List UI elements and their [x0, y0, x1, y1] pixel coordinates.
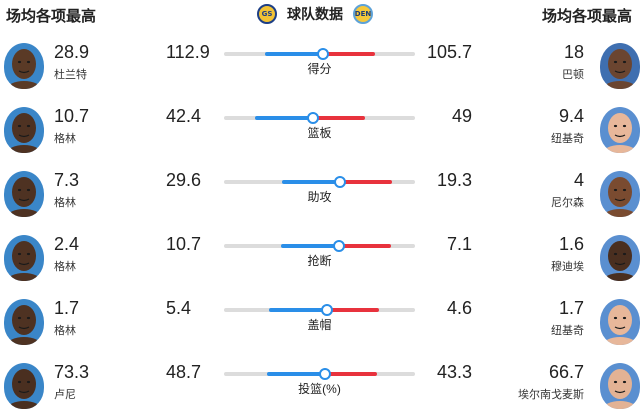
left-team-value: 10.7 [166, 234, 202, 254]
left-team-value: 42.4 [166, 106, 202, 126]
comparison-bar [224, 304, 415, 316]
right-player-value: 1.6 [558, 234, 584, 254]
stat-row: 1.7 格林 5.4 盖帽 4.6 1.7 纽基奇 [0, 294, 640, 358]
stat-category-label: 投篮(%) [298, 382, 341, 396]
right-player-avatar[interactable] [600, 43, 640, 89]
right-team-value: 43.3 [436, 362, 472, 382]
comparison-bar [224, 368, 415, 380]
left-player-value: 73.3 [54, 362, 90, 382]
right-player-value: 1.7 [558, 298, 584, 318]
comparison-bar [224, 176, 415, 188]
right-team-value: 4.6 [446, 298, 472, 318]
left-team-bar [282, 180, 340, 184]
right-player-avatar[interactable] [600, 107, 640, 153]
left-player-avatar[interactable] [4, 107, 44, 153]
comparison-knob-icon [334, 176, 346, 188]
left-team-value: 112.9 [166, 42, 210, 62]
comparison-knob-icon [321, 304, 333, 316]
right-team-bar [327, 308, 379, 312]
comparison-bar [224, 240, 415, 252]
right-player-avatar[interactable] [600, 171, 640, 217]
right-team-value: 105.7 [426, 42, 472, 62]
left-player-name[interactable]: 格林 [54, 261, 76, 273]
right-team-value: 7.1 [446, 234, 472, 254]
stat-row: 73.3 卢尼 48.7 投篮(%) 43.3 66.7 埃尔南戈麦斯 [0, 358, 640, 419]
right-team-bar [340, 180, 392, 184]
left-team-bar [265, 52, 323, 56]
right-team-bar [313, 116, 365, 120]
comparison-knob-icon [333, 240, 345, 252]
right-player-avatar[interactable] [600, 299, 640, 345]
left-team-value: 48.7 [166, 362, 202, 382]
right-player-name[interactable]: 尼尔森 [551, 197, 584, 209]
right-player-avatar[interactable] [600, 235, 640, 281]
left-team-bar [269, 308, 327, 312]
left-player-value: 1.7 [54, 298, 80, 318]
stat-row: 10.7 格林 42.4 篮板 49 9.4 纽基奇 [0, 102, 640, 166]
header: 场均各项最高 GS 球队数据 DEN 场均各项最高 [0, 0, 640, 28]
left-team-value: 5.4 [166, 298, 192, 318]
stat-row: 2.4 格林 10.7 抢断 7.1 1.6 穆迪埃 [0, 230, 640, 294]
right-team-value: 49 [451, 106, 472, 126]
right-player-name[interactable]: 埃尔南戈麦斯 [518, 389, 584, 401]
stat-row: 28.9 杜兰特 112.9 得分 105.7 18 巴顿 [0, 38, 640, 102]
warriors-logo-icon[interactable]: GS [257, 4, 277, 24]
right-team-bar [325, 372, 377, 376]
right-team-value: 19.3 [436, 170, 472, 190]
right-player-value: 4 [573, 170, 584, 190]
nuggets-logo-icon[interactable]: DEN [353, 4, 373, 24]
left-player-avatar[interactable] [4, 363, 44, 409]
stat-category-label: 篮板 [307, 126, 332, 140]
comparison-bar [224, 112, 415, 124]
stat-category-label: 得分 [307, 62, 332, 76]
left-team-bar [267, 372, 325, 376]
left-header-title: 场均各项最高 [6, 8, 97, 25]
left-player-value: 7.3 [54, 170, 80, 190]
comparison-bar [224, 48, 415, 60]
left-player-name[interactable]: 格林 [54, 197, 76, 209]
header-center: GS 球队数据 DEN [257, 3, 373, 25]
left-player-name[interactable]: 格林 [54, 325, 76, 337]
left-player-value: 10.7 [54, 106, 90, 126]
comparison-knob-icon [319, 368, 331, 380]
right-player-value: 9.4 [558, 106, 584, 126]
right-player-avatar[interactable] [600, 363, 640, 409]
comparison-knob-icon [307, 112, 319, 124]
right-player-name[interactable]: 纽基奇 [551, 133, 584, 145]
left-player-avatar[interactable] [4, 299, 44, 345]
left-team-bar [255, 116, 313, 120]
left-player-avatar[interactable] [4, 235, 44, 281]
stat-category-label: 助攻 [307, 190, 332, 204]
left-player-value: 2.4 [54, 234, 80, 254]
left-player-name[interactable]: 卢尼 [54, 389, 76, 401]
comparison-knob-icon [317, 48, 329, 60]
team-stats-title: 球队数据 [287, 6, 343, 22]
right-player-name[interactable]: 纽基奇 [551, 325, 584, 337]
right-player-name[interactable]: 穆迪埃 [551, 261, 584, 273]
stat-category-label: 盖帽 [307, 318, 332, 332]
left-team-bar [281, 244, 339, 248]
left-player-name[interactable]: 杜兰特 [54, 69, 87, 81]
right-header-title: 场均各项最高 [541, 8, 632, 25]
right-player-value: 18 [563, 42, 584, 62]
stat-row: 7.3 格林 29.6 助攻 19.3 4 尼尔森 [0, 166, 640, 230]
left-player-name[interactable]: 格林 [54, 133, 76, 145]
right-player-name[interactable]: 巴顿 [562, 69, 584, 81]
left-team-value: 29.6 [166, 170, 202, 190]
right-player-value: 66.7 [548, 362, 584, 382]
right-team-bar [339, 244, 391, 248]
stat-category-label: 抢断 [307, 254, 332, 268]
right-team-bar [323, 52, 375, 56]
left-player-avatar[interactable] [4, 43, 44, 89]
left-player-avatar[interactable] [4, 171, 44, 217]
left-player-value: 28.9 [54, 42, 90, 62]
